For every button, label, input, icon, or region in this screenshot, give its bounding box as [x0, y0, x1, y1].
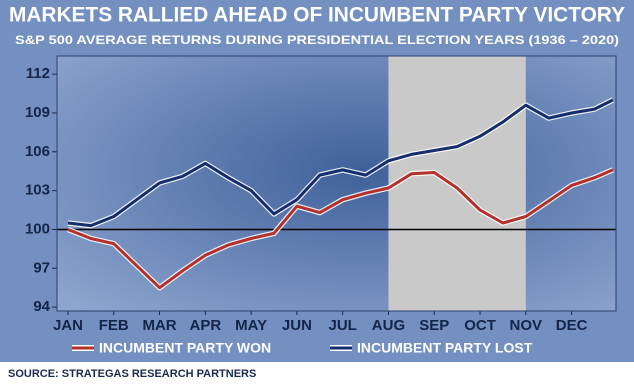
x-tick-label: SEP: [419, 317, 449, 334]
y-tick-label: 94: [33, 298, 50, 315]
x-tick-label: AUG: [372, 317, 405, 334]
shaded-range: [388, 56, 526, 311]
y-tick-label: 97: [33, 259, 50, 276]
x-tick-label: FEB: [99, 317, 129, 334]
legend-label: INCUMBENT PARTY WON: [99, 340, 271, 356]
x-tick-label: JAN: [53, 317, 83, 334]
plot-border: [56, 55, 617, 312]
y-tick-label: 103: [25, 182, 50, 199]
y-tick-label: 112: [26, 65, 50, 82]
x-tick-label: MAR: [142, 317, 176, 334]
x-tick-label: JUN: [282, 317, 312, 334]
y-tick-label: 109: [25, 104, 50, 121]
x-tick-label: DEC: [556, 317, 588, 334]
chart-subtitle: S&P 500 AVERAGE RETURNS DURING PRESIDENT…: [15, 33, 619, 47]
x-tick-label: OCT: [464, 317, 496, 334]
x-tick-label: MAY: [235, 317, 267, 334]
series-line: [67, 168, 614, 290]
source-band: [0, 362, 634, 384]
chart-title: MARKETS RALLIED AHEAD OF INCUMBENT PARTY…: [9, 4, 625, 27]
y-tick-label: 106: [25, 143, 50, 160]
series-line: [67, 98, 614, 228]
y-tick-label: 100: [25, 220, 50, 237]
x-tick-label: JUL: [329, 317, 357, 334]
source: SOURCE: STRATEGAS RESEARCH PARTNERS: [8, 368, 256, 380]
x-tick-label: APR: [189, 317, 221, 334]
legend-label: INCUMBENT PARTY LOST: [357, 340, 533, 356]
x-tick-label: NOV: [510, 317, 543, 334]
